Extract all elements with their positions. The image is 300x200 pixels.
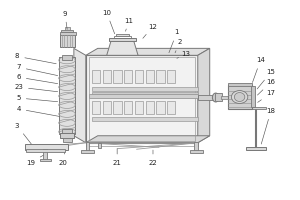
Bar xyxy=(109,38,136,41)
Polygon shape xyxy=(107,40,138,55)
Text: 21: 21 xyxy=(113,149,122,166)
Text: 11: 11 xyxy=(124,18,134,31)
Bar xyxy=(26,149,65,152)
Bar xyxy=(63,138,72,142)
Bar xyxy=(114,36,131,38)
Bar xyxy=(44,149,47,160)
Bar xyxy=(116,34,129,36)
Bar xyxy=(60,34,75,47)
Text: 7: 7 xyxy=(16,64,58,76)
Bar xyxy=(62,129,72,134)
Bar xyxy=(59,32,76,35)
Bar xyxy=(103,70,111,83)
Bar xyxy=(103,101,111,114)
Bar xyxy=(221,96,229,99)
Text: 13: 13 xyxy=(177,51,190,58)
Text: 23: 23 xyxy=(14,84,58,92)
Bar xyxy=(113,101,122,114)
Polygon shape xyxy=(86,48,210,55)
Bar xyxy=(156,101,165,114)
Bar xyxy=(65,27,70,30)
Text: 6: 6 xyxy=(16,74,58,84)
Text: 9: 9 xyxy=(63,11,67,29)
Bar xyxy=(60,133,74,138)
Bar xyxy=(135,70,143,83)
Bar xyxy=(146,70,154,83)
Text: 22: 22 xyxy=(148,150,158,166)
Polygon shape xyxy=(74,48,86,143)
Text: 20: 20 xyxy=(59,153,68,166)
Bar xyxy=(92,117,198,121)
Text: 18: 18 xyxy=(261,108,275,144)
Text: 4: 4 xyxy=(16,106,59,116)
Bar xyxy=(92,70,100,83)
Bar xyxy=(156,70,165,83)
Ellipse shape xyxy=(231,91,248,103)
Bar xyxy=(215,93,222,101)
Bar xyxy=(98,143,101,148)
Bar xyxy=(198,95,214,100)
Text: 15: 15 xyxy=(257,69,275,89)
Bar xyxy=(92,101,100,114)
Bar xyxy=(167,101,176,114)
Bar xyxy=(246,107,266,109)
Polygon shape xyxy=(198,48,210,143)
Polygon shape xyxy=(86,136,210,143)
Text: 14: 14 xyxy=(253,57,265,82)
Bar xyxy=(81,150,94,153)
Bar xyxy=(190,150,203,153)
Bar xyxy=(113,70,122,83)
Text: 1: 1 xyxy=(169,29,179,53)
Ellipse shape xyxy=(212,93,219,102)
Ellipse shape xyxy=(234,93,245,101)
Bar xyxy=(86,143,198,146)
Bar xyxy=(124,101,132,114)
Bar xyxy=(92,92,198,94)
Bar xyxy=(89,94,198,98)
Bar xyxy=(62,55,72,60)
Text: 5: 5 xyxy=(16,95,58,102)
Bar xyxy=(251,86,255,107)
Bar xyxy=(25,144,68,150)
Bar xyxy=(135,101,143,114)
Bar xyxy=(92,87,198,91)
Text: 19: 19 xyxy=(26,155,43,166)
Text: 8: 8 xyxy=(15,53,56,64)
Text: 10: 10 xyxy=(102,10,115,34)
Text: 12: 12 xyxy=(143,24,158,38)
Text: 2: 2 xyxy=(175,39,182,53)
Bar xyxy=(194,142,198,151)
Bar xyxy=(146,101,154,114)
Bar xyxy=(167,70,176,83)
Bar xyxy=(89,57,195,141)
Text: 16: 16 xyxy=(257,79,275,95)
Bar xyxy=(228,85,251,109)
Text: 3: 3 xyxy=(15,123,31,144)
Bar xyxy=(61,30,73,32)
Bar xyxy=(59,57,75,134)
Bar xyxy=(40,159,52,161)
Bar xyxy=(86,55,198,143)
Bar xyxy=(124,70,132,83)
Bar xyxy=(228,83,251,86)
Text: 17: 17 xyxy=(258,90,275,102)
Bar xyxy=(86,142,89,151)
Bar xyxy=(246,147,266,150)
